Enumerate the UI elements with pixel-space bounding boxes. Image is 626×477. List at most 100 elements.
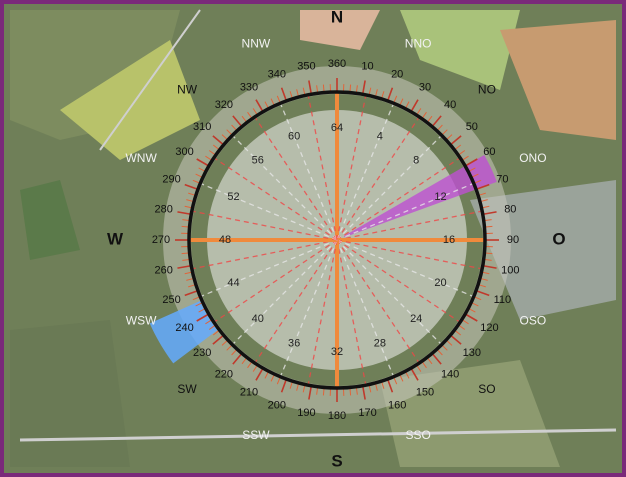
tick-mark [368, 87, 372, 95]
degree-label: 330 [240, 81, 258, 93]
radial-line [336, 210, 483, 241]
degree-label: 70 [496, 174, 508, 186]
tick-mark [232, 353, 242, 365]
inner-label: 28 [374, 337, 386, 349]
tick-mark [188, 284, 196, 288]
radial-line [336, 239, 395, 377]
tick-mark [184, 290, 198, 297]
compass-point: SW [177, 382, 197, 396]
tick-mark [468, 167, 476, 172]
degree-label: 90 [507, 234, 519, 246]
tick-mark [476, 183, 490, 190]
tick-mark [212, 135, 224, 145]
wind-sector [343, 155, 497, 238]
tick-mark [221, 340, 228, 346]
tick-mark [387, 87, 394, 101]
tick-mark [482, 205, 490, 209]
degree-label: 220 [215, 369, 233, 381]
tick-mark [478, 284, 486, 288]
tick-mark [362, 386, 366, 400]
tick-mark [485, 252, 493, 255]
tick-mark [387, 379, 394, 393]
degree-label: 190 [297, 407, 315, 419]
field [500, 20, 616, 140]
tick-mark [221, 134, 228, 140]
inner-label: 8 [413, 155, 419, 167]
tick-mark [416, 108, 422, 115]
tick-mark [181, 225, 189, 228]
degree-label: 170 [358, 407, 376, 419]
inner-label: 20 [434, 277, 446, 289]
tick-mark [410, 368, 419, 381]
degree-label: 210 [240, 386, 258, 398]
outer-circle [187, 90, 487, 390]
radial-line [191, 239, 338, 270]
tick-mark [454, 144, 462, 150]
tick-mark [450, 135, 462, 145]
tick-mark [316, 387, 319, 395]
tick-mark [196, 313, 209, 322]
tick-mark [454, 330, 462, 336]
degree-label: 100 [501, 264, 519, 276]
tick-mark [465, 313, 478, 322]
tick-mark [422, 111, 427, 119]
inner-label: 48 [219, 234, 231, 246]
inner-label: 52 [227, 191, 239, 203]
tick-mark [322, 388, 325, 396]
tick-mark [480, 278, 488, 281]
degree-label: 110 [494, 294, 512, 306]
tick-mark [226, 345, 232, 351]
tick-mark [264, 101, 269, 109]
tick-mark [399, 98, 404, 106]
tick-mark [232, 115, 242, 127]
tick-mark [462, 319, 469, 325]
inner-label: 4 [377, 130, 383, 142]
tick-mark [322, 84, 325, 92]
degree-label: 40 [444, 99, 456, 111]
tick-mark [212, 144, 220, 150]
tick-mark [302, 87, 306, 95]
inner-label: 32 [331, 346, 343, 358]
tick-mark [181, 252, 189, 255]
inner-label: 16 [443, 234, 455, 246]
tick-mark [450, 335, 462, 345]
degree-label: 290 [162, 174, 180, 186]
tick-mark [264, 371, 269, 379]
tick-mark [483, 265, 497, 269]
radial-line [254, 116, 338, 241]
tick-mark [188, 192, 196, 196]
degree-label: 300 [175, 146, 193, 158]
inner-label: 60 [288, 130, 300, 142]
tick-mark [212, 330, 220, 336]
inner-label: 56 [252, 155, 264, 167]
degree-label: 140 [441, 369, 459, 381]
degree-label: 280 [154, 203, 172, 215]
tick-mark [432, 115, 442, 127]
tick-mark [393, 377, 398, 385]
tick-mark [247, 361, 252, 369]
tick-mark [196, 158, 209, 167]
tick-mark [192, 179, 200, 184]
tick-mark [405, 371, 410, 379]
tick-mark [471, 173, 479, 178]
radial-line [279, 239, 338, 377]
field [60, 40, 200, 160]
tick-mark [195, 173, 203, 178]
tick-mark [177, 211, 191, 215]
radial-line [307, 239, 338, 386]
degree-label: 320 [215, 99, 233, 111]
tick-mark [270, 374, 275, 382]
tick-mark [476, 290, 490, 297]
radial-line [279, 103, 338, 241]
radial-line [213, 239, 338, 323]
tick-mark [362, 80, 366, 94]
radial-line [200, 182, 338, 241]
radial-line [200, 239, 338, 298]
tick-mark [349, 388, 352, 396]
tick-mark [247, 111, 252, 119]
tick-mark [316, 85, 319, 93]
tick-mark [186, 278, 194, 281]
tick-mark [485, 225, 493, 228]
compass-point: NNW [242, 36, 271, 50]
degree-label: 270 [152, 234, 170, 246]
